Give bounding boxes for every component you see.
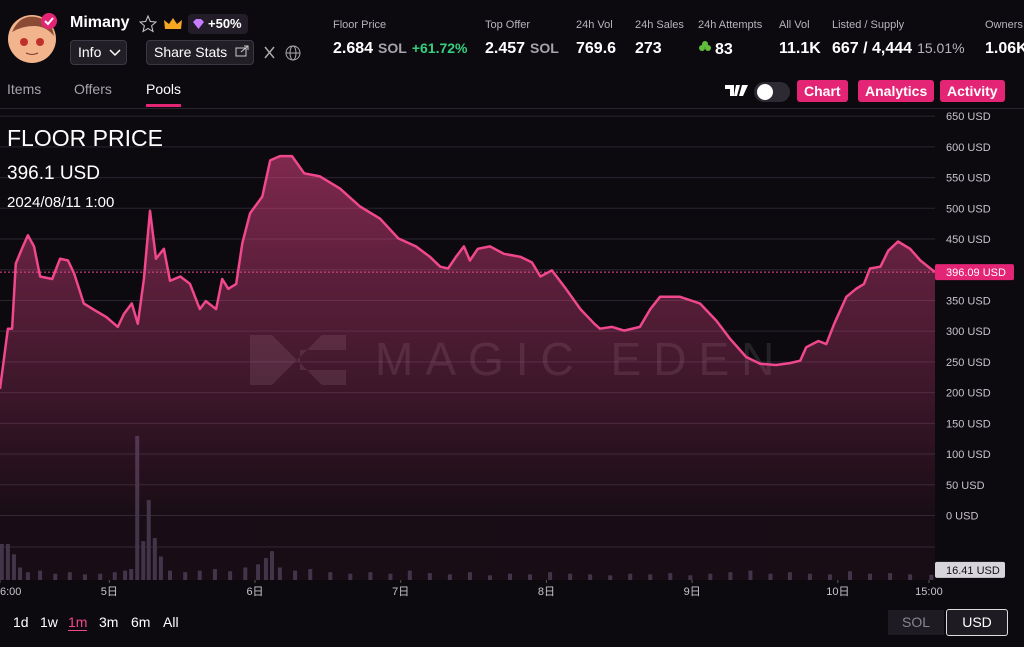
tab-underline	[146, 104, 181, 107]
stat-value: 1.06K	[985, 40, 1024, 57]
badge-text: +50%	[208, 16, 242, 31]
y-tick-label: 550 USD	[946, 173, 991, 185]
stat-value-row: 2.684 SOL +61.72%	[333, 40, 468, 58]
y-tick-label: 650 USD	[946, 111, 991, 123]
view-button[interactable]: Analytics	[858, 80, 935, 102]
stat-value-row: 769.6	[576, 40, 616, 58]
tab[interactable]: Offers	[74, 81, 112, 97]
gem-icon	[193, 19, 204, 29]
y-tick-label: 500 USD	[946, 203, 991, 215]
y-tick-label: 100 USD	[946, 449, 991, 461]
y-tick-label: 250 USD	[946, 357, 991, 369]
current-price-label: 396.09 USD	[946, 267, 1006, 279]
stat-value-row: 667 / 4,444 15.01%	[832, 40, 965, 58]
currency-button[interactable]: USD	[946, 609, 1008, 636]
y-tick-label: 600 USD	[946, 142, 991, 154]
stat-value: 2.457	[485, 40, 526, 57]
stat-value: 273	[635, 40, 662, 57]
price-line	[0, 154, 936, 390]
social-icons[interactable]	[263, 44, 303, 62]
stat-value-row: 11.1K	[779, 40, 821, 58]
share-button[interactable]: Share Stats	[146, 40, 254, 65]
clover-icon	[699, 41, 711, 51]
badge: +50%	[188, 14, 248, 34]
stat-label: 24h Vol	[576, 19, 613, 31]
stat-value: 11.1K	[779, 40, 821, 57]
stat-unit: SOL	[530, 40, 559, 56]
timeframe-button[interactable]: 6m	[131, 614, 151, 630]
chevron	[109, 49, 121, 57]
stat-value: 769.6	[576, 40, 617, 57]
timeframe-button[interactable]: All	[163, 614, 179, 630]
currency-button[interactable]: SOL	[888, 610, 944, 635]
x-tick-label: 6:00	[0, 586, 21, 598]
stat-label: Top Offer	[485, 19, 531, 31]
timeframe-button[interactable]: 3m	[99, 614, 119, 630]
timeframe-button[interactable]: 1w	[40, 614, 58, 630]
y-tick-label: 50 USD	[946, 480, 985, 492]
collection-name: Mimany	[70, 14, 130, 31]
x-tick-label: 8日	[538, 586, 555, 598]
share-text: Share Stats	[154, 44, 228, 60]
share-icon	[235, 45, 249, 57]
stat-change: +61.72%	[411, 40, 468, 56]
x-tick-label: 5日	[101, 586, 118, 598]
stat-value: 667 / 4,444	[832, 40, 913, 57]
price-area	[0, 156, 935, 580]
stat-label: Listed / Supply	[832, 19, 905, 31]
view-button[interactable]: Chart	[797, 80, 848, 102]
current-volume-label: 16.41 USD	[946, 565, 1000, 577]
favorite-icons[interactable]	[139, 15, 187, 33]
date-label: 2024/08/11 1:00	[7, 194, 114, 211]
stat-label: All Vol	[779, 19, 810, 31]
timeframe-button[interactable]: 1m	[68, 614, 88, 631]
current-volume-tag	[935, 561, 1005, 578]
chart-toggle[interactable]	[725, 82, 791, 102]
y-tick-label: 200 USD	[946, 388, 991, 400]
x-tick-label: 15:00	[915, 586, 943, 598]
y-tick-label: 350 USD	[946, 295, 991, 307]
stat-label: 24h Attempts	[698, 19, 763, 31]
x-tick-label: 6日	[246, 586, 263, 598]
y-tick-label: 150 USD	[946, 418, 991, 430]
stat-value-row: 1.06K	[985, 40, 1024, 58]
x-tick-label: 7日	[392, 586, 409, 598]
avatar[interactable]	[6, 12, 62, 64]
info-button[interactable]: Info	[70, 40, 127, 65]
y-tick-label: 450 USD	[946, 234, 991, 246]
x-tick-label: 10日	[826, 586, 849, 598]
stat-unit: SOL	[378, 40, 407, 56]
info-text: Info	[78, 44, 102, 60]
y-tick-label: 0 USD	[946, 510, 978, 522]
view-button[interactable]: Activity	[940, 80, 1005, 102]
timeframe-button[interactable]: 1d	[13, 614, 29, 630]
current-price-tag	[935, 264, 1014, 281]
stat-value: 2.684	[333, 40, 374, 57]
stat-value-row: 2.457 SOL	[485, 40, 559, 58]
stat-value-row: 273	[635, 40, 662, 58]
value-label: 396.1 USD	[7, 163, 100, 184]
chart-title: FLOOR PRICE	[7, 125, 163, 151]
tab[interactable]: Pools	[146, 81, 182, 97]
divider	[0, 108, 1024, 109]
stat-value: 83	[715, 41, 733, 58]
tab[interactable]: Items	[7, 81, 42, 97]
stat-share: 15.01%	[917, 40, 965, 56]
stat-label: 24h Sales	[635, 19, 684, 31]
stat-label: Owners	[985, 19, 1023, 31]
stat-value-row: 83	[698, 40, 733, 59]
stat-label: Floor Price	[333, 19, 387, 31]
x-tick-label: 9日	[684, 586, 701, 598]
y-tick-label: 300 USD	[946, 326, 991, 338]
